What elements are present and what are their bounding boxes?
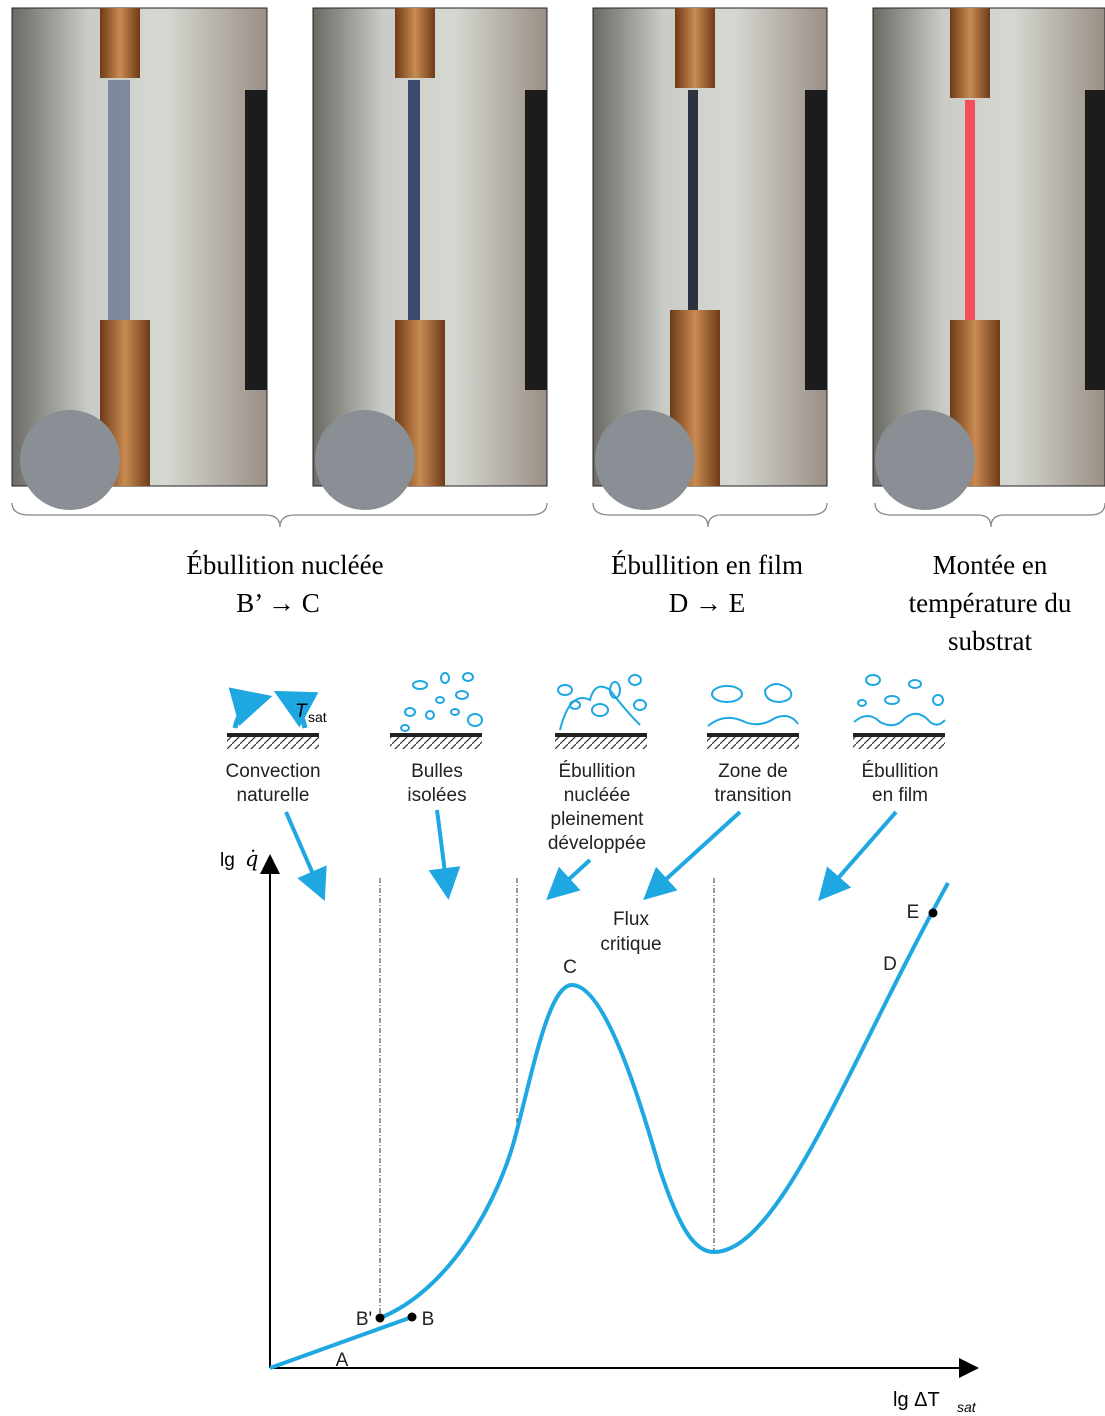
- regime-label: pleinement: [551, 809, 645, 830]
- x-axis-label: lg ΔT: [893, 1389, 940, 1411]
- point-label: E: [907, 902, 920, 923]
- regime-icons: T sat: [227, 672, 946, 749]
- x-axis-subscript: sat: [957, 1399, 977, 1415]
- icon: T sat: [227, 687, 327, 749]
- regime-label: transition: [714, 785, 791, 806]
- pointer-arrow: [818, 810, 898, 902]
- caption: substrat: [948, 626, 1032, 656]
- caption: D → E: [669, 588, 746, 618]
- caption: B’ → C: [236, 588, 320, 618]
- caption: température du: [909, 588, 1072, 618]
- critical-flux-label: Flux: [613, 909, 649, 930]
- icon-label-subscript: sat: [308, 709, 327, 725]
- regime-label: Zone de: [718, 761, 788, 782]
- photos: [11, 7, 1105, 510]
- brace: [874, 502, 1105, 528]
- regime-label: Convection: [225, 761, 320, 782]
- brace: [11, 502, 548, 528]
- icon: [853, 674, 946, 749]
- point: [407, 1312, 417, 1322]
- regime-label: naturelle: [237, 785, 310, 806]
- regime-label: développée: [548, 833, 646, 854]
- pointer-arrow: [428, 809, 461, 900]
- point-label: C: [563, 957, 577, 978]
- regime-label: nucléée: [564, 785, 631, 806]
- point-label: D: [883, 954, 897, 975]
- point-label: A: [336, 1350, 349, 1371]
- brace: [592, 502, 828, 528]
- pointer-arrow: [284, 811, 327, 902]
- regime-label: isolées: [407, 785, 466, 806]
- y-axis-label: lg: [220, 850, 235, 871]
- y-axis-symbol: q̇: [245, 847, 258, 871]
- point-label: B: [422, 1309, 435, 1330]
- photo: [592, 7, 828, 510]
- braces: [11, 502, 1105, 528]
- photo: [11, 7, 268, 510]
- caption: Ébullition en film: [611, 550, 803, 580]
- regime-label: en film: [872, 785, 928, 806]
- dividers: [379, 878, 715, 1318]
- photo: [312, 7, 548, 510]
- photo: [872, 7, 1105, 510]
- icon: [707, 683, 799, 749]
- point: [375, 1313, 385, 1323]
- regime-label: Bulles: [411, 761, 463, 782]
- point-label: B': [356, 1309, 372, 1330]
- boiling-curve: [379, 882, 950, 1320]
- convection-curve: [269, 1315, 413, 1370]
- caption: Ébullition nucléée: [186, 550, 383, 580]
- pointer-arrow: [546, 858, 592, 901]
- regime-label: Ébullition: [861, 761, 938, 782]
- pointer-arrow: [643, 810, 742, 901]
- pointer-arrows: [284, 809, 898, 902]
- point: [928, 908, 938, 918]
- critical-flux-label: critique: [600, 934, 661, 955]
- icon-label: T: [295, 701, 308, 722]
- icon: [390, 672, 483, 749]
- icon: [555, 674, 647, 749]
- regime-label: Ébullition: [558, 761, 635, 782]
- caption: Montée en: [933, 550, 1048, 580]
